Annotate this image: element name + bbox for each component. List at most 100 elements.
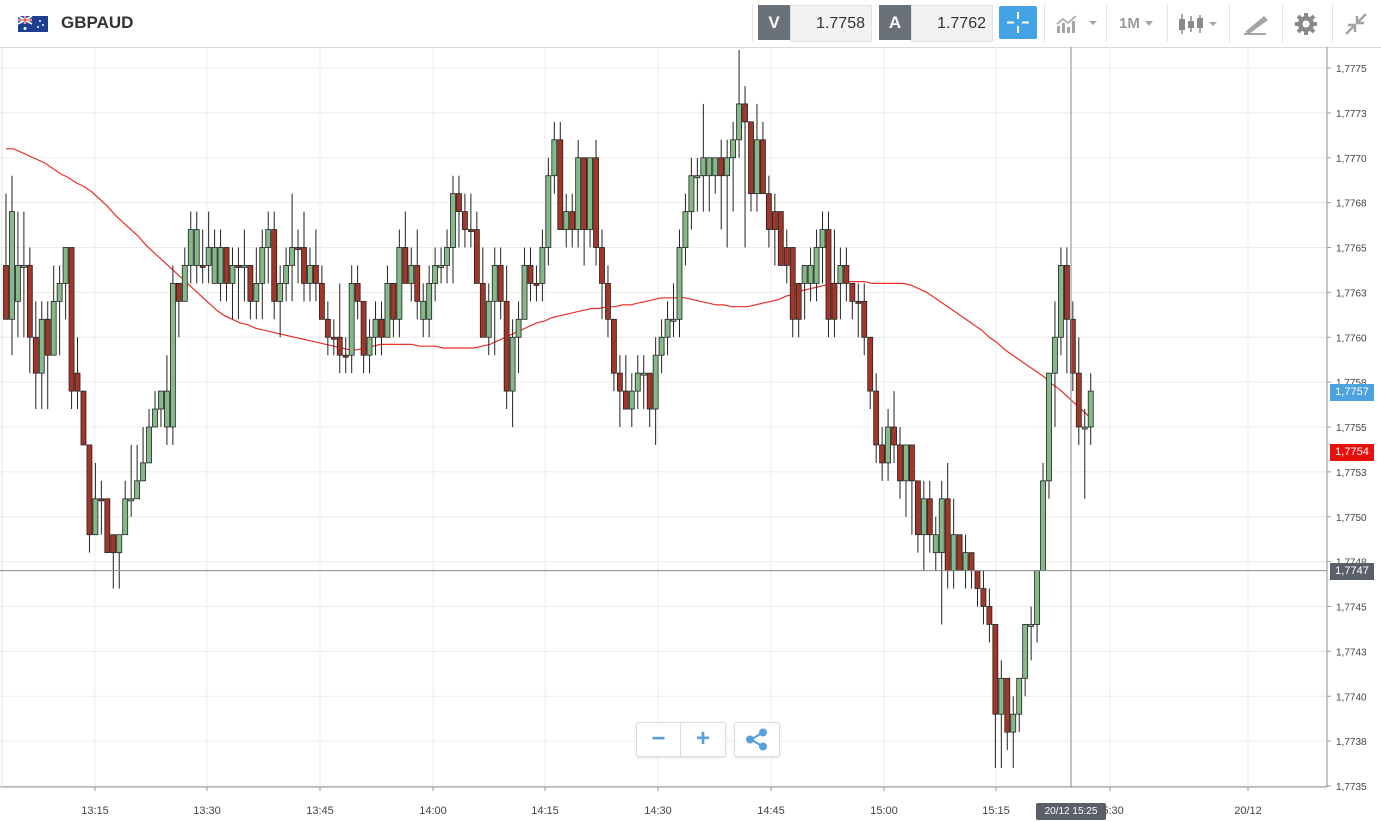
candle: [771, 193, 778, 266]
drawing-tools-button[interactable]: [1234, 4, 1280, 42]
x-tick-label: 14:45: [757, 805, 785, 817]
timeframe-button[interactable]: 1M: [1112, 4, 1164, 42]
candle-body: [861, 300, 868, 338]
candle-body: [456, 193, 462, 212]
candle: [408, 247, 415, 302]
candle-body: [533, 282, 540, 286]
candle-body: [849, 282, 856, 302]
candle-body: [640, 372, 647, 376]
candle: [9, 175, 15, 356]
candle: [384, 265, 391, 338]
candle-body: [247, 265, 254, 302]
candle: [974, 570, 981, 607]
candle: [897, 427, 903, 499]
candle-body: [891, 426, 897, 446]
candle-body: [801, 265, 808, 284]
last-price-label: 1,7757: [1330, 384, 1374, 401]
buy-price-box[interactable]: 1.7762: [911, 5, 993, 42]
candle: [92, 462, 99, 536]
y-tick-label: 1,7750: [1336, 513, 1367, 524]
candle: [205, 211, 212, 284]
crosshair-price-label: 1,7747: [1330, 563, 1374, 580]
candle-body: [652, 354, 659, 410]
candle: [783, 229, 790, 284]
candle: [1058, 247, 1064, 356]
candle-body: [80, 390, 87, 446]
candle: [682, 193, 689, 266]
sell-label[interactable]: V: [758, 5, 790, 40]
candle: [1040, 462, 1046, 572]
candle: [330, 319, 337, 356]
y-tick-label: 1,7765: [1336, 244, 1367, 255]
candlestick-icon: [1179, 14, 1217, 34]
candle: [831, 229, 838, 338]
candle-body: [688, 175, 695, 212]
settings-button[interactable]: [1288, 4, 1328, 42]
sell-price-box[interactable]: 1.7758: [790, 5, 872, 42]
candle: [926, 480, 933, 553]
crosshair-button[interactable]: [999, 6, 1037, 39]
candle-body: [813, 247, 820, 284]
candlestick-chart[interactable]: 1,7775 1,7773 1,7770 1,7768 1,7765 1,7763 1,77…: [0, 47, 1381, 822]
candle: [622, 355, 629, 410]
y-tick-label: 1,7763: [1336, 288, 1367, 299]
candle: [950, 498, 957, 589]
chart-type-button[interactable]: [1050, 4, 1102, 42]
candle-body: [879, 444, 886, 464]
candle-body: [193, 229, 200, 266]
candle-body: [330, 336, 337, 340]
candle: [837, 247, 844, 320]
candle-body: [313, 265, 319, 284]
candle: [1046, 372, 1052, 499]
buy-price[interactable]: 1.7762: [937, 15, 986, 32]
zoom-in-button[interactable]: +: [695, 725, 710, 752]
candle: [324, 301, 331, 356]
y-tick-label: 1,7755: [1336, 423, 1367, 434]
candle: [1034, 570, 1040, 643]
candle: [360, 300, 367, 374]
candle: [80, 390, 87, 446]
candle-body: [360, 300, 367, 356]
exit-fullscreen-button[interactable]: [1338, 4, 1376, 42]
share-button[interactable]: [734, 722, 780, 757]
candle: [128, 444, 135, 517]
y-tick-label: 1,7753: [1336, 468, 1367, 479]
candle-body: [581, 157, 588, 230]
candle: [646, 372, 653, 427]
candle: [15, 211, 21, 338]
timeframe-label[interactable]: 1M: [1119, 15, 1140, 32]
candle: [1010, 696, 1017, 769]
candle: [688, 157, 695, 230]
chevron-down-icon: [1145, 21, 1153, 26]
x-tick-label: 20/12: [1234, 805, 1262, 817]
candle-body: [754, 139, 760, 195]
candle-body: [694, 175, 701, 179]
candle: [909, 444, 915, 535]
candle-body: [259, 247, 266, 284]
sell-price[interactable]: 1.7758: [816, 15, 865, 32]
candle-body: [98, 498, 105, 502]
candle: [944, 462, 951, 589]
candle-body: [974, 570, 981, 589]
candle-body: [944, 498, 951, 571]
candle-body: [372, 318, 379, 338]
candle-body: [283, 265, 290, 284]
candle: [557, 121, 564, 230]
candle-body: [295, 247, 301, 250]
candle: [164, 355, 170, 445]
candle: [56, 265, 63, 356]
candle: [62, 247, 69, 320]
candle: [891, 391, 897, 463]
candle: [116, 534, 123, 589]
candle-body: [1016, 677, 1023, 715]
candle-body: [187, 229, 194, 266]
crosshair: [0, 47, 1327, 787]
candle-body: [962, 552, 969, 571]
candle-body: [855, 300, 862, 304]
candle: [825, 211, 832, 338]
candle-body: [152, 408, 158, 428]
candle-style-button[interactable]: [1172, 4, 1228, 42]
buy-label[interactable]: A: [879, 5, 911, 40]
candle-body: [956, 534, 963, 572]
zoom-out-button[interactable]: −: [637, 723, 681, 756]
